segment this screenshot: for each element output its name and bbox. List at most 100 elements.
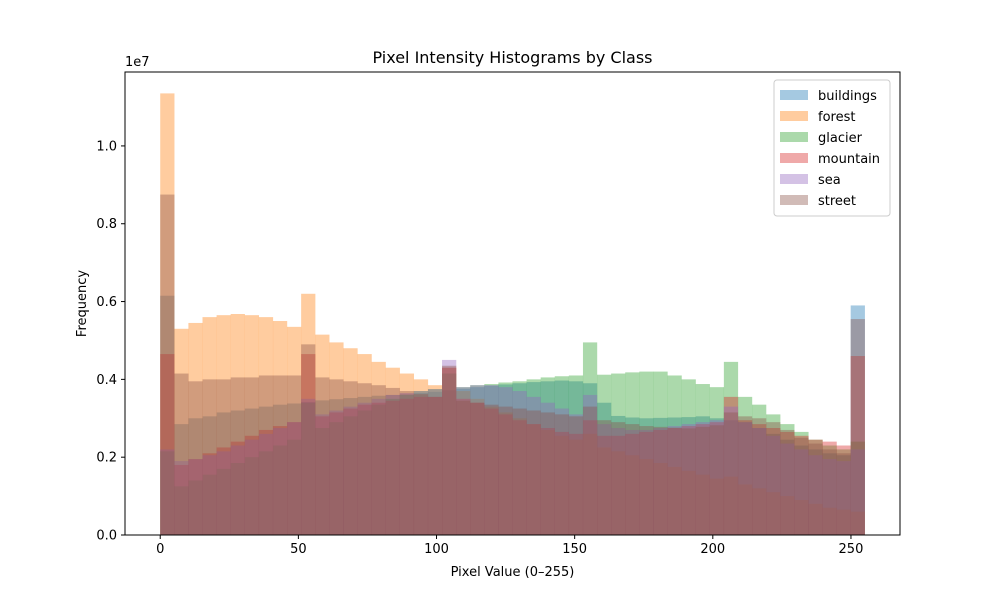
bar-sea-0 <box>160 449 175 535</box>
legend-item-street: street <box>780 194 856 209</box>
bar-street-7 <box>258 375 274 535</box>
bar-buildings-38 <box>695 416 710 535</box>
bar-sea-26 <box>526 396 541 535</box>
bar-sea-29 <box>568 414 584 535</box>
bar-forest-28 <box>554 435 570 535</box>
bar-sea-4 <box>216 451 231 535</box>
bar-forest-7 <box>258 317 274 535</box>
bar-forest-37 <box>681 470 696 535</box>
y-axis-multiplier: 1e7 <box>125 55 150 70</box>
bar-sea-11 <box>315 414 330 535</box>
bar-street-48 <box>836 453 851 535</box>
bar-forest-49 <box>850 511 865 535</box>
bar-buildings-40 <box>723 420 739 535</box>
bar-forest-2 <box>188 322 203 535</box>
bars-layer <box>160 93 865 535</box>
bar-sea-24 <box>498 387 513 535</box>
bar-sea-32 <box>611 428 626 535</box>
bar-street-40 <box>723 412 739 535</box>
bar-glacier-18 <box>413 391 429 535</box>
bar-buildings-17 <box>399 394 415 535</box>
bar-street-18 <box>413 394 429 535</box>
bar-mountain-13 <box>343 408 358 535</box>
bar-sea-18 <box>413 391 429 535</box>
bar-forest-14 <box>357 354 372 535</box>
bar-glacier-22 <box>470 385 485 535</box>
bar-sea-9 <box>287 422 302 535</box>
bar-forest-45 <box>794 499 809 535</box>
bar-sea-41 <box>737 422 753 535</box>
legend-swatch <box>780 132 808 142</box>
bar-glacier-45 <box>794 431 809 535</box>
bar-buildings-2 <box>188 418 203 535</box>
bar-forest-0 <box>160 93 175 535</box>
bar-sea-40 <box>723 406 739 535</box>
bar-mountain-47 <box>822 441 837 535</box>
bar-street-11 <box>315 377 330 535</box>
bar-glacier-16 <box>385 398 400 535</box>
bar-forest-36 <box>667 466 682 535</box>
bar-mountain-1 <box>174 464 189 535</box>
bar-street-9 <box>287 375 302 535</box>
bar-street-22 <box>470 402 485 535</box>
bar-street-10 <box>301 344 316 535</box>
bar-sea-39 <box>709 420 725 535</box>
bar-sea-43 <box>766 435 781 535</box>
bar-mountain-2 <box>188 459 203 535</box>
bar-mountain-15 <box>371 402 386 535</box>
bar-street-8 <box>272 375 288 535</box>
bar-sea-33 <box>625 429 640 535</box>
bar-forest-41 <box>737 484 753 535</box>
series-forest <box>160 93 865 535</box>
bar-street-29 <box>568 416 584 535</box>
bar-sea-13 <box>343 406 358 535</box>
bar-buildings-3 <box>202 416 217 535</box>
bar-sea-14 <box>357 402 372 535</box>
bar-buildings-18 <box>413 392 429 535</box>
bar-glacier-28 <box>554 376 570 535</box>
x-tick-label: 0 <box>156 542 164 557</box>
bar-forest-30 <box>582 433 598 535</box>
bar-forest-31 <box>597 447 612 535</box>
bar-forest-3 <box>202 317 217 535</box>
bar-glacier-8 <box>272 445 288 535</box>
bar-street-6 <box>244 377 260 535</box>
bar-mountain-30 <box>582 420 598 535</box>
bar-street-42 <box>752 418 767 535</box>
bar-glacier-31 <box>597 374 612 535</box>
bar-street-20 <box>442 365 457 535</box>
bar-sea-22 <box>470 385 485 535</box>
bar-glacier-37 <box>681 379 696 535</box>
plot-frame <box>124 71 901 536</box>
bar-glacier-30 <box>582 342 598 535</box>
bar-mountain-32 <box>611 435 626 535</box>
bar-mountain-16 <box>385 400 400 535</box>
bar-sea-46 <box>808 455 823 535</box>
bar-glacier-0 <box>160 451 175 535</box>
bar-forest-26 <box>526 424 541 535</box>
series-sea <box>160 359 865 535</box>
bar-street-46 <box>808 443 823 535</box>
y-tick-label: 0.2 <box>96 451 117 466</box>
bar-glacier-11 <box>315 428 330 535</box>
bar-sea-30 <box>582 394 598 535</box>
bar-buildings-27 <box>540 381 555 535</box>
bar-buildings-48 <box>836 455 851 535</box>
bar-sea-12 <box>329 410 344 535</box>
bar-glacier-43 <box>766 414 781 535</box>
bar-mountain-22 <box>470 402 485 535</box>
bar-forest-47 <box>822 507 837 535</box>
legend-swatch <box>780 111 808 121</box>
bar-mountain-19 <box>427 396 443 535</box>
bar-street-19 <box>427 396 443 535</box>
legend-swatch <box>780 90 808 100</box>
bar-glacier-49 <box>850 441 865 535</box>
bar-forest-33 <box>625 455 640 535</box>
legend-box <box>773 79 891 217</box>
bar-mountain-7 <box>258 429 274 535</box>
bar-buildings-30 <box>582 383 598 535</box>
bar-sea-36 <box>667 426 682 535</box>
bar-buildings-41 <box>737 422 753 535</box>
bar-glacier-19 <box>427 389 443 535</box>
bar-glacier-23 <box>484 384 499 535</box>
